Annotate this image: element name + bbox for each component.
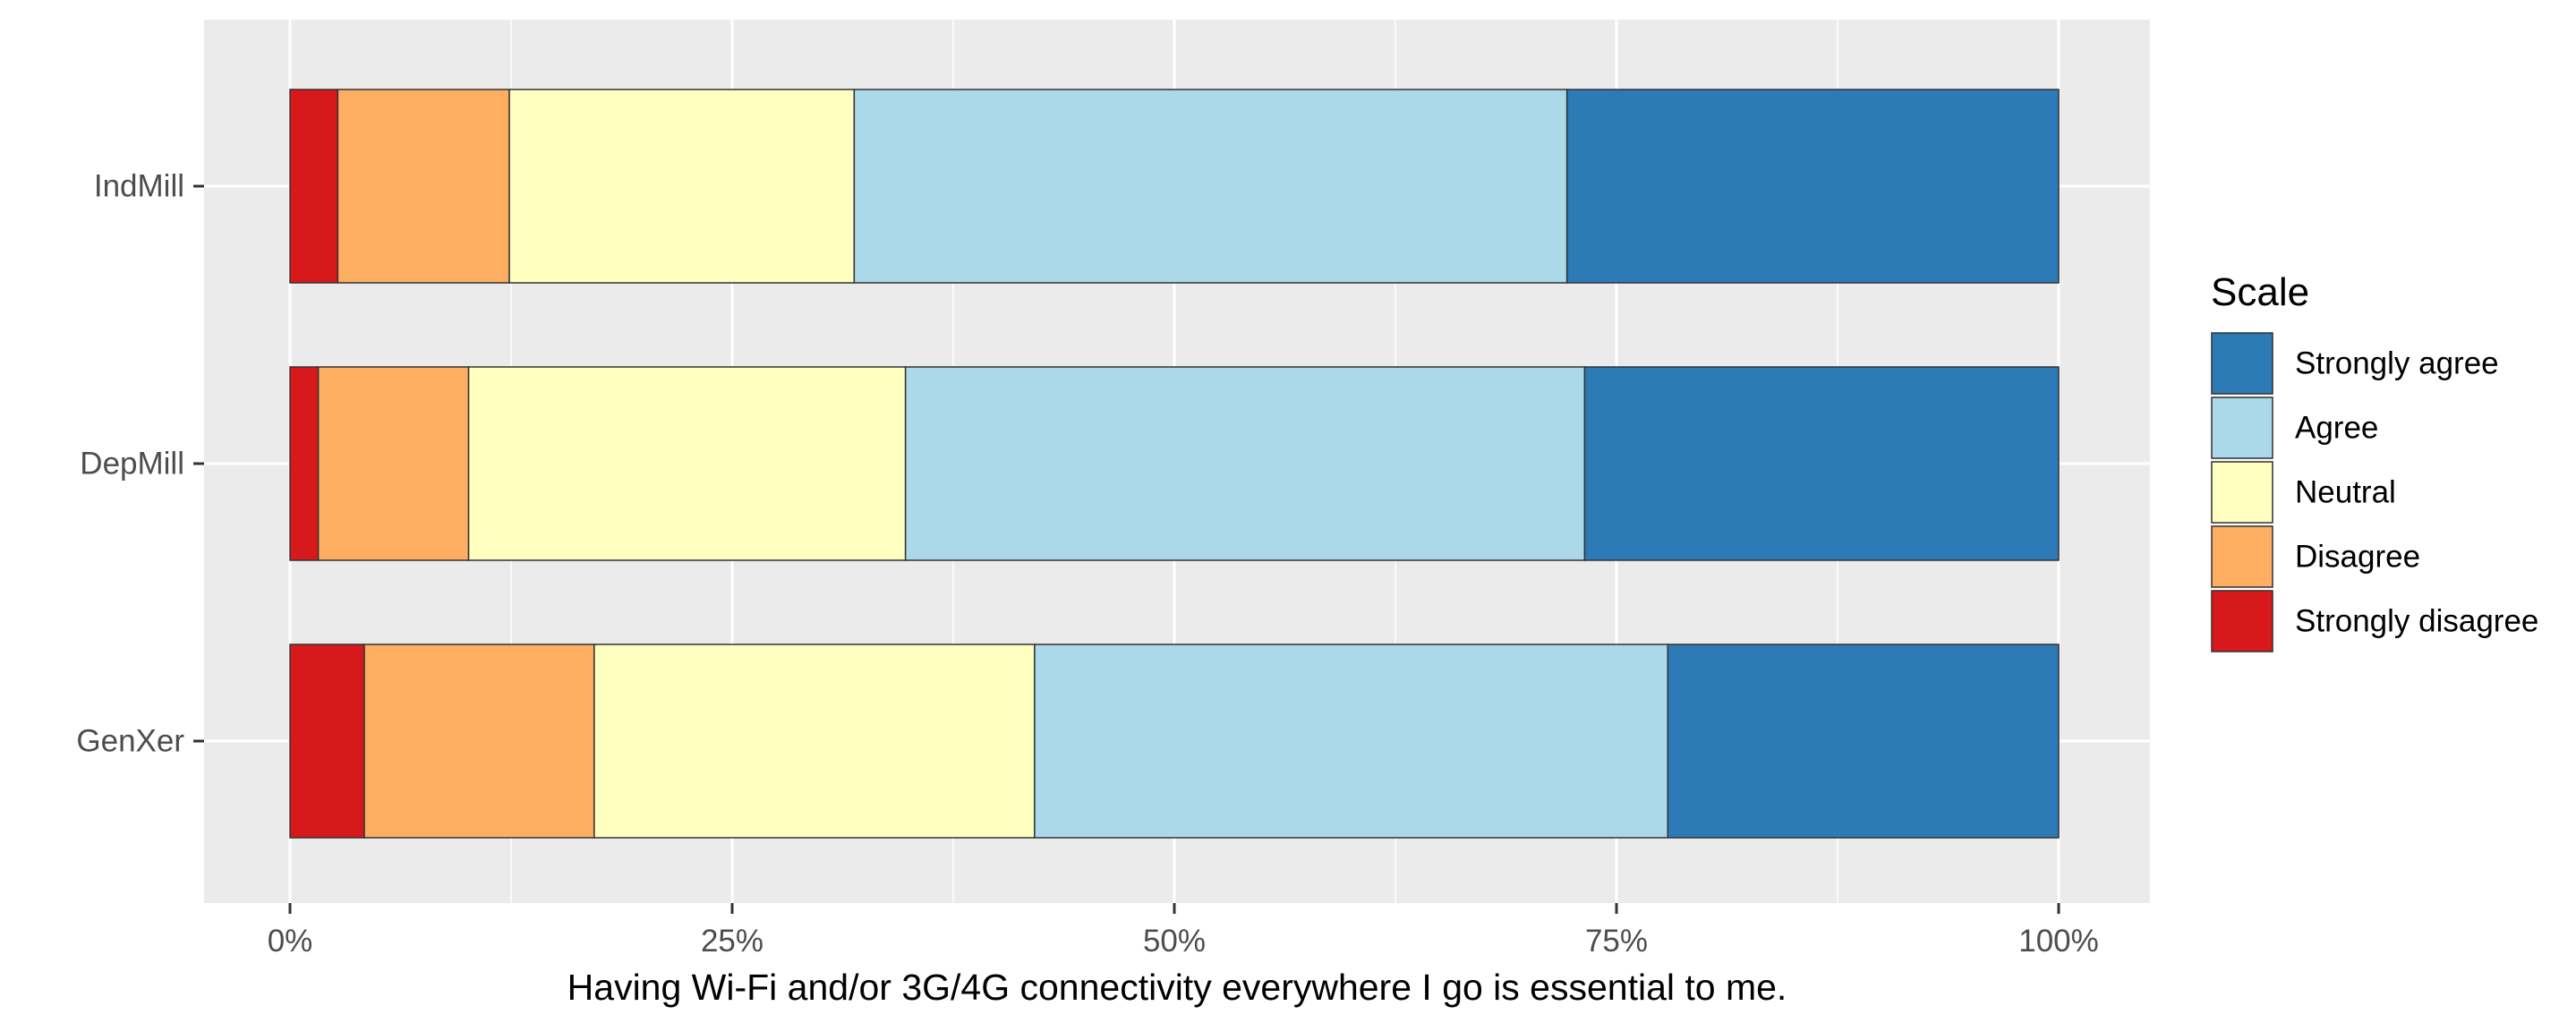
y-tick-label: GenXer <box>76 724 184 759</box>
legend-title: Scale <box>2211 270 2309 314</box>
legend-key <box>2211 396 2273 459</box>
bars <box>289 89 2060 839</box>
bar-segment <box>1667 644 2060 839</box>
legend-key <box>2211 590 2273 652</box>
x-tick-label: 100% <box>2018 924 2099 959</box>
legend-label: Strongly agree <box>2295 346 2499 381</box>
y-axis: IndMill DepMill GenXer <box>76 169 204 759</box>
legend-items: Strongly agree Agree Neutral Disagree Strong… <box>2211 332 2538 652</box>
x-tick-label: 25% <box>701 924 763 959</box>
legend-label: Disagree <box>2295 540 2420 575</box>
y-tick-label: IndMill <box>94 169 184 204</box>
legend-label: Agree <box>2295 411 2378 446</box>
bar-segment <box>904 366 1586 561</box>
bar-segment <box>1034 644 1669 839</box>
legend-key <box>2211 332 2273 395</box>
x-axis: 0% 25% 50% 75% 100% <box>268 903 2099 959</box>
x-tick-label: 0% <box>268 924 313 959</box>
bar-segment <box>289 366 320 561</box>
x-tick-label: 50% <box>1143 924 1206 959</box>
bar-segment <box>289 644 365 839</box>
bar-segment <box>337 89 510 284</box>
bar-segment <box>1583 366 2060 561</box>
bar-segment <box>853 89 1568 284</box>
bar-segment <box>289 89 339 284</box>
bar-segment <box>1565 89 2060 284</box>
legend: Scale Strongly agree Agree Neutral Disagree… <box>2211 270 2538 652</box>
bar-segment <box>593 644 1036 839</box>
x-tick-label: 75% <box>1585 924 1648 959</box>
y-tick-label: DepMill <box>80 447 184 482</box>
legend-label: Neutral <box>2295 475 2396 510</box>
bar-segment <box>467 366 907 561</box>
bar-segment <box>317 366 470 561</box>
legend-key <box>2211 525 2273 588</box>
bar-segment <box>508 89 856 284</box>
legend-label: Strongly disagree <box>2295 604 2538 639</box>
x-axis-title: Having Wi-Fi and/or 3G/4G connectivity e… <box>567 967 1787 1008</box>
bar-segment <box>363 644 595 839</box>
legend-key <box>2211 461 2273 524</box>
